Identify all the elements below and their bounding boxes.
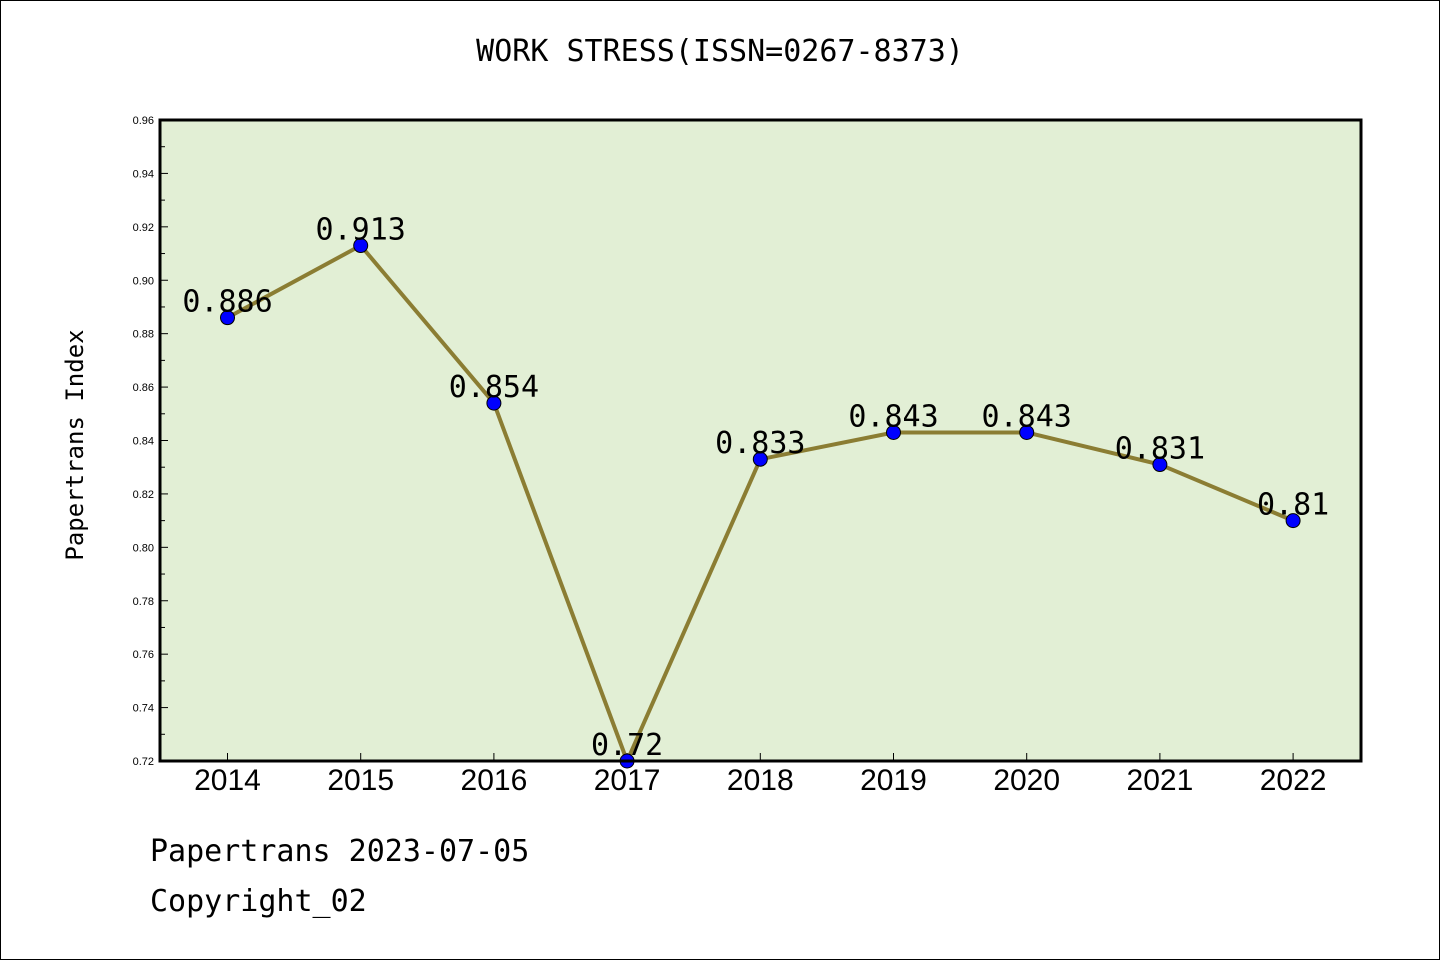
y-tick-label: 0.92 xyxy=(133,222,154,234)
x-tick-label: 2016 xyxy=(461,764,528,797)
plot-area xyxy=(160,120,1361,761)
y-tick-label: 0.72 xyxy=(133,756,154,768)
x-tick-label: 2018 xyxy=(727,764,794,797)
data-point xyxy=(1285,513,1301,529)
data-label: 0.81 xyxy=(1257,488,1329,523)
data-label: 0.843 xyxy=(848,399,938,434)
data-point xyxy=(486,395,502,411)
x-tick-label: 2019 xyxy=(860,764,927,797)
y-tick-label: 0.78 xyxy=(133,596,154,608)
data-point xyxy=(220,310,235,326)
data-label: 0.843 xyxy=(982,399,1072,434)
data-point xyxy=(353,238,369,254)
y-tick-label: 0.90 xyxy=(133,275,154,287)
y-tick-label: 0.74 xyxy=(133,703,154,715)
data-label: 0.72 xyxy=(591,728,663,763)
data-label: 0.913 xyxy=(316,213,406,248)
data-point xyxy=(886,424,901,440)
data-point xyxy=(1152,457,1168,473)
plot-border xyxy=(158,118,1363,763)
y-tick-label: 0.84 xyxy=(133,436,154,448)
x-tick-label: 2020 xyxy=(993,764,1060,797)
x-tick-label: 2015 xyxy=(327,764,394,797)
data-point xyxy=(752,451,768,467)
x-tick-label: 2017 xyxy=(594,764,661,797)
footer-copyright-text: Copyright_02 xyxy=(150,884,367,919)
y-tick-label: 0.88 xyxy=(133,329,154,341)
data-label: 0.886 xyxy=(182,285,272,320)
y-tick-label: 0.94 xyxy=(133,168,154,180)
y-tick-label: 0.80 xyxy=(133,542,154,554)
footer-date-text: Papertrans 2023-07-05 xyxy=(150,834,530,869)
y-tick-label: 0.86 xyxy=(133,382,154,394)
y-tick-label: 0.82 xyxy=(133,489,154,501)
chart-title: WORK STRESS(ISSN=0267-8373) xyxy=(476,34,964,69)
y-tick-label: 0.96 xyxy=(133,115,154,127)
x-tick-label: 2021 xyxy=(1127,764,1194,797)
data-label: 0.833 xyxy=(715,426,805,461)
x-tick-label: 2014 xyxy=(194,764,261,797)
x-tick-label: 2022 xyxy=(1260,764,1327,797)
y-tick-label: 0.76 xyxy=(133,649,154,661)
data-label: 0.831 xyxy=(1115,432,1205,467)
data-point xyxy=(1019,424,1035,440)
data-label: 0.854 xyxy=(449,370,539,405)
